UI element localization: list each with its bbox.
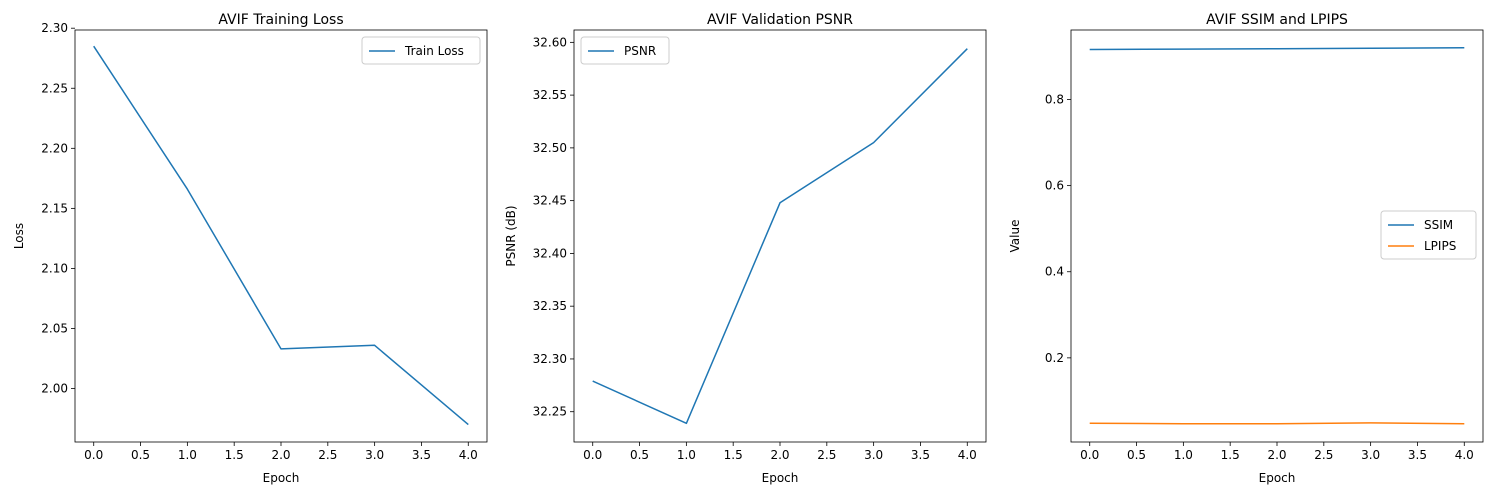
legend-box [580, 36, 670, 65]
legend-label: SSIM [1424, 218, 1453, 232]
y-tick-label: 32.50 [533, 141, 567, 155]
x-axis-label: Epoch [1259, 471, 1296, 485]
x-tick-label: 2.5 [318, 448, 337, 462]
x-tick-label: 0.0 [583, 448, 602, 462]
y-tick-label: 32.45 [533, 194, 567, 208]
legend: Train Loss [361, 36, 481, 65]
x-tick-label: 3.5 [911, 448, 930, 462]
x-tick-label: 3.5 [1408, 448, 1427, 462]
y-tick-label: 2.05 [41, 321, 68, 335]
x-tick-label: 2.0 [271, 448, 290, 462]
y-tick-label: 32.25 [533, 405, 567, 419]
chart-panel-1: AVIF Training Loss 0.0 0.5 1.0 1.5 2.0 2.5 3.0 3… [12, 12, 488, 485]
x-tick-label: 3.0 [864, 448, 883, 462]
y-tick-label: 2.25 [41, 81, 68, 95]
y-tick-label: 32.40 [533, 246, 567, 260]
y-axis-label: Loss [12, 223, 26, 249]
y-axis-label: Value [1008, 220, 1022, 253]
x-axis-label: Epoch [263, 471, 300, 485]
x-tick-label: 0.5 [131, 448, 150, 462]
y-tick-label: 32.55 [533, 88, 567, 102]
legend-box [1380, 210, 1477, 260]
x-tick-label: 0.5 [1127, 448, 1146, 462]
series-line-ssim [1089, 47, 1465, 51]
x-tick-label: 2.0 [1267, 448, 1286, 462]
x-tick-label: 3.0 [365, 448, 384, 462]
y-tick-label: 0.4 [1045, 265, 1064, 279]
x-tick-label: 4.0 [1455, 448, 1474, 462]
y-tick-label: 2.15 [41, 201, 68, 215]
legend-label: LPIPS [1424, 239, 1456, 253]
x-tick-label: 1.0 [1174, 448, 1193, 462]
x-tick-label: 3.5 [412, 448, 431, 462]
y-axis-label: PSNR (dB) [504, 205, 518, 266]
legend-label: Train Loss [404, 44, 464, 58]
x-axis-label: Epoch [762, 471, 799, 485]
x-tick-label: 0.0 [1080, 448, 1099, 462]
legend-box [361, 36, 481, 65]
legend: SSIM LPIPS [1380, 210, 1477, 260]
x-tick-label: 1.5 [724, 448, 743, 462]
x-tick-label: 2.0 [770, 448, 789, 462]
x-tick-label: 2.5 [1314, 448, 1333, 462]
x-tick-label: 0.0 [84, 448, 103, 462]
x-tick-label: 1.5 [225, 448, 244, 462]
x-tick-label: 2.5 [817, 448, 836, 462]
legend-label: PSNR [624, 44, 656, 58]
chart-title: AVIF SSIM and LPIPS [1206, 12, 1348, 28]
series-line-lpips [1089, 422, 1465, 425]
series-line-psnr [592, 48, 968, 425]
x-tick-label: 0.5 [630, 448, 649, 462]
y-tick-label: 32.60 [533, 35, 567, 49]
chart-panel-2: AVIF Validation PSNR 0.0 0.5 1.0 1.5 2.0 2.5 3.… [504, 12, 987, 485]
y-tick-label: 2.30 [41, 21, 68, 35]
y-tick-label: 0.8 [1045, 92, 1064, 106]
x-tick-label: 1.0 [677, 448, 696, 462]
x-tick-label: 3.0 [1361, 448, 1380, 462]
y-tick-label: 0.6 [1045, 179, 1064, 193]
y-tick-label: 2.10 [41, 261, 68, 275]
chart-panel-3: AVIF SSIM and LPIPS 0.0 0.5 1.0 1.5 2.0 2.5 3.0… [1008, 12, 1484, 485]
y-tick-label: 32.30 [533, 352, 567, 366]
legend: PSNR [580, 36, 670, 65]
axes-frame [74, 29, 488, 443]
x-tick-label: 1.0 [178, 448, 197, 462]
y-tick-label: 2.20 [41, 141, 68, 155]
y-tick-label: 32.35 [533, 299, 567, 313]
y-tick-label: 0.2 [1045, 351, 1064, 365]
chart-title: AVIF Training Loss [218, 12, 343, 28]
x-tick-label: 4.0 [459, 448, 478, 462]
chart-title: AVIF Validation PSNR [707, 12, 853, 28]
y-tick-label: 2.00 [41, 382, 68, 396]
x-tick-label: 4.0 [958, 448, 977, 462]
series-line-train-loss [93, 45, 469, 426]
x-tick-label: 1.5 [1221, 448, 1240, 462]
